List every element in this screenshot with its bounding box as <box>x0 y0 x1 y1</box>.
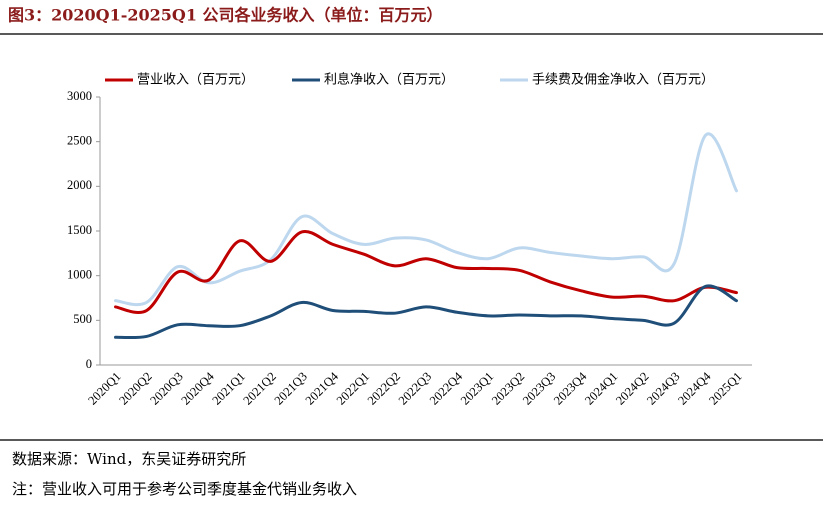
x-tick-label: 2023Q4 <box>551 369 590 408</box>
x-tick-label: 2021Q1 <box>209 369 247 407</box>
x-tick-label: 2021Q2 <box>241 369 279 407</box>
x-tick-label: 2020Q3 <box>147 369 185 407</box>
x-tick-label: 2023Q2 <box>489 369 527 407</box>
x-tick-label: 2024Q3 <box>644 369 682 407</box>
y-tick-label: 0 <box>86 357 92 371</box>
x-tick-label: 2022Q2 <box>365 369 403 407</box>
y-tick-label: 1500 <box>67 223 92 237</box>
x-tick-label: 2024Q2 <box>613 369 651 407</box>
series-line <box>114 132 738 307</box>
y-tick-label: 2500 <box>67 134 92 148</box>
x-tick-label: 2024Q1 <box>582 369 620 407</box>
x-tick-label: 2020Q2 <box>116 369 154 407</box>
x-tick-label: 2022Q1 <box>334 369 372 407</box>
title: 图3：2020Q1-2025Q1 公司各业务收入（单位：百万元） <box>8 6 443 25</box>
x-tick-label: 2020Q4 <box>178 369 217 408</box>
legend-label: 营业收入（百万元） <box>137 73 254 88</box>
x-tick-label: 2024Q4 <box>675 369 714 408</box>
y-tick-label: 2000 <box>67 178 92 192</box>
legend-label: 利息净收入（百万元） <box>324 72 454 88</box>
x-tick-label: 2025Q1 <box>706 369 744 407</box>
x-tick-label: 2023Q3 <box>520 369 558 407</box>
source: 数据来源：Wind，东吴证券研究所 <box>12 450 246 468</box>
x-tick-label: 2022Q4 <box>427 369 466 408</box>
x-tick-label: 2020Q1 <box>85 369 123 407</box>
y-tick-label: 1000 <box>67 268 92 282</box>
x-tick-label: 2022Q3 <box>396 369 434 407</box>
x-tick-label: 2023Q1 <box>458 369 496 407</box>
y-tick-label: 500 <box>73 312 92 326</box>
x-tick-label: 2021Q4 <box>303 369 342 408</box>
y-tick-label: 3000 <box>67 89 92 103</box>
series-line <box>114 229 738 314</box>
x-tick-label: 2021Q3 <box>272 369 310 407</box>
note: 注：营业收入可用于参考公司季度基金代销业务收入 <box>12 480 357 498</box>
legend-label: 手续费及佣金净收入（百万元） <box>532 72 714 88</box>
series-line <box>114 284 738 340</box>
